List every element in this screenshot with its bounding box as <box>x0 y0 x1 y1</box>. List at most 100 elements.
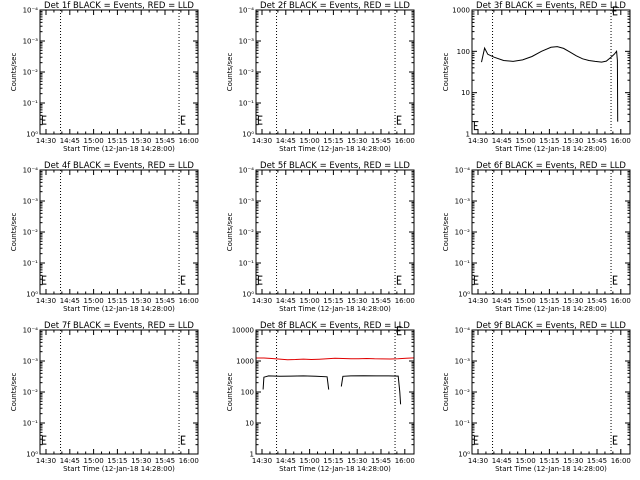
y-tick-label: 10⁻⁴ <box>239 7 255 15</box>
e-marker <box>612 275 618 285</box>
x-tick-label: 14:45 <box>492 297 512 305</box>
panel-title: Det 5f BLACK = Events, RED = LLD <box>260 161 410 171</box>
x-tick-label: 14:30 <box>468 297 488 305</box>
x-tick-label: 15:30 <box>563 297 583 305</box>
series-line-events <box>262 375 330 390</box>
x-tick-label: 14:30 <box>468 137 488 145</box>
y-tick-label: 10000 <box>232 327 254 335</box>
x-tick-label: 15:15 <box>539 457 559 465</box>
y-tick-label: 10 <box>461 89 470 97</box>
x-tick-label: 15:00 <box>516 297 536 305</box>
x-tick-label: 14:45 <box>276 297 296 305</box>
panel-det-3: Det 3f BLACK = Events, RED = LLD 1 10 100 10… <box>442 1 631 153</box>
x-tick-label: 15:30 <box>131 457 151 465</box>
y-tick-label: 10⁰ <box>242 131 254 139</box>
e-marker <box>180 115 186 125</box>
y-axis-label: Counts/sec <box>10 373 18 412</box>
x-axis-label: Start Time (12-Jan-18 14:28:00) <box>63 465 175 473</box>
y-tick-label: 1 <box>466 131 470 139</box>
panel-title: Det 8f BLACK = Events, RED = LLD <box>260 321 410 331</box>
y-tick-label: 10⁻² <box>23 389 39 397</box>
series-line-events <box>340 375 402 405</box>
x-tick-label: 15:45 <box>371 137 391 145</box>
y-tick-label: 1000 <box>452 7 470 15</box>
x-axis-label: Start Time (12-Jan-18 14:28:00) <box>495 305 607 313</box>
y-tick-label: 10⁰ <box>458 291 470 299</box>
y-axis-label: Counts/sec <box>442 373 450 412</box>
x-tick-label: 16:00 <box>611 297 631 305</box>
y-tick-label: 10⁻³ <box>23 198 39 206</box>
y-tick-label: 10⁰ <box>458 451 470 459</box>
y-tick-label: 10⁰ <box>26 131 38 139</box>
x-tick-label: 15:45 <box>155 137 175 145</box>
y-tick-label: 1 <box>250 451 254 459</box>
x-tick-label: 16:00 <box>179 457 199 465</box>
y-tick-label: 10⁻² <box>23 229 39 237</box>
x-tick-label: 15:15 <box>539 297 559 305</box>
y-tick-label: 10⁻⁴ <box>23 167 39 175</box>
x-axis-label: Start Time (12-Jan-18 14:28:00) <box>63 145 175 153</box>
x-axis-label: Start Time (12-Jan-18 14:28:00) <box>495 145 607 153</box>
x-tick-label: 14:30 <box>252 297 272 305</box>
y-tick-label: 10⁻² <box>455 389 471 397</box>
y-tick-label: 10⁻¹ <box>23 260 39 268</box>
x-axis-label: Start Time (12-Jan-18 14:28:00) <box>495 465 607 473</box>
panel-title: Det 2f BLACK = Events, RED = LLD <box>260 1 410 11</box>
e-marker <box>612 435 618 445</box>
x-tick-label: 15:00 <box>84 457 104 465</box>
x-tick-label: 16:00 <box>395 137 415 145</box>
x-tick-label: 15:45 <box>587 297 607 305</box>
x-tick-label: 14:30 <box>36 457 56 465</box>
plot-frame <box>471 9 631 135</box>
y-tick-label: 10⁻³ <box>455 198 471 206</box>
y-tick-label: 10⁻¹ <box>23 420 39 428</box>
x-tick-label: 15:15 <box>323 297 343 305</box>
y-tick-label: 10⁻¹ <box>455 260 471 268</box>
x-axis-label: Start Time (12-Jan-18 14:28:00) <box>279 145 391 153</box>
x-tick-label: 15:00 <box>84 137 104 145</box>
e-marker <box>180 275 186 285</box>
x-tick-label: 14:45 <box>492 137 512 145</box>
x-tick-label: 15:00 <box>84 297 104 305</box>
y-axis-label: Counts/sec <box>10 213 18 252</box>
panel-title: Det 6f BLACK = Events, RED = LLD <box>476 161 626 171</box>
x-tick-label: 15:15 <box>107 457 127 465</box>
panel-det-2: Det 2f BLACK = Events, RED = LLD 10⁰ 10⁻¹ 1… <box>226 1 415 153</box>
y-tick-label: 1000 <box>236 358 254 366</box>
x-tick-label: 16:00 <box>179 297 199 305</box>
x-tick-label: 15:45 <box>155 297 175 305</box>
y-tick-label: 10⁻⁴ <box>455 167 471 175</box>
panel-det-4: Det 4f BLACK = Events, RED = LLD 10⁰ 10⁻¹ 1… <box>10 161 199 313</box>
e-marker <box>473 435 479 445</box>
y-axis-label: Counts/sec <box>226 373 234 412</box>
x-tick-label: 14:45 <box>276 137 296 145</box>
x-tick-label: 14:30 <box>36 297 56 305</box>
x-tick-label: 16:00 <box>395 457 415 465</box>
y-tick-label: 10⁰ <box>26 451 38 459</box>
x-tick-label: 15:30 <box>131 297 151 305</box>
x-tick-label: 15:15 <box>323 137 343 145</box>
y-tick-label: 10⁻³ <box>23 358 39 366</box>
panel-det-5: Det 5f BLACK = Events, RED = LLD 10⁰ 10⁻¹ 1… <box>226 161 415 313</box>
x-tick-label: 16:00 <box>179 137 199 145</box>
x-tick-label: 15:45 <box>371 457 391 465</box>
e-marker <box>612 6 618 16</box>
x-tick-label: 14:30 <box>252 137 272 145</box>
e-marker <box>41 275 47 285</box>
series-line-lld <box>256 357 415 361</box>
y-tick-label: 10⁻³ <box>455 358 471 366</box>
x-tick-label: 15:45 <box>371 297 391 305</box>
y-tick-label: 10⁰ <box>26 291 38 299</box>
panel-title: Det 9f BLACK = Events, RED = LLD <box>476 321 626 331</box>
x-tick-label: 14:45 <box>60 137 80 145</box>
y-axis-label: Counts/sec <box>10 53 18 92</box>
y-tick-label: 10⁻⁴ <box>455 327 471 335</box>
e-marker <box>396 115 402 125</box>
x-axis-label: Start Time (12-Jan-18 14:28:00) <box>279 465 391 473</box>
y-axis-label: Counts/sec <box>442 53 450 92</box>
y-tick-label: 100 <box>241 389 254 397</box>
e-marker <box>396 275 402 285</box>
x-tick-label: 15:30 <box>563 137 583 145</box>
y-tick-label: 10⁻¹ <box>239 260 255 268</box>
